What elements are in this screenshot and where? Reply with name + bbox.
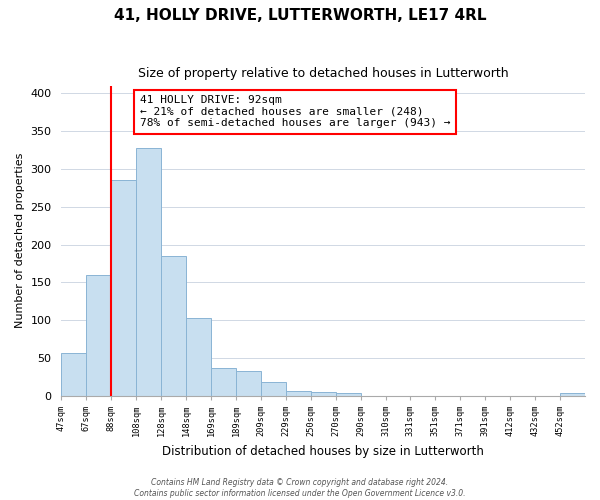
Bar	[261, 382, 286, 396]
Bar	[186, 318, 211, 396]
Bar	[61, 352, 86, 396]
Y-axis label: Number of detached properties: Number of detached properties	[15, 153, 25, 328]
Bar	[236, 372, 261, 396]
Text: Contains HM Land Registry data © Crown copyright and database right 2024.
Contai: Contains HM Land Registry data © Crown c…	[134, 478, 466, 498]
Bar	[311, 392, 335, 396]
Bar	[86, 274, 111, 396]
Bar	[211, 368, 236, 396]
Title: Size of property relative to detached houses in Lutterworth: Size of property relative to detached ho…	[138, 68, 509, 80]
Bar	[161, 256, 186, 396]
Bar	[136, 148, 161, 396]
Bar	[560, 392, 585, 396]
Text: 41, HOLLY DRIVE, LUTTERWORTH, LE17 4RL: 41, HOLLY DRIVE, LUTTERWORTH, LE17 4RL	[114, 8, 486, 22]
Bar	[286, 391, 311, 396]
X-axis label: Distribution of detached houses by size in Lutterworth: Distribution of detached houses by size …	[162, 444, 484, 458]
Bar	[335, 392, 361, 396]
Text: 41 HOLLY DRIVE: 92sqm
← 21% of detached houses are smaller (248)
78% of semi-det: 41 HOLLY DRIVE: 92sqm ← 21% of detached …	[140, 95, 451, 128]
Bar	[111, 180, 136, 396]
